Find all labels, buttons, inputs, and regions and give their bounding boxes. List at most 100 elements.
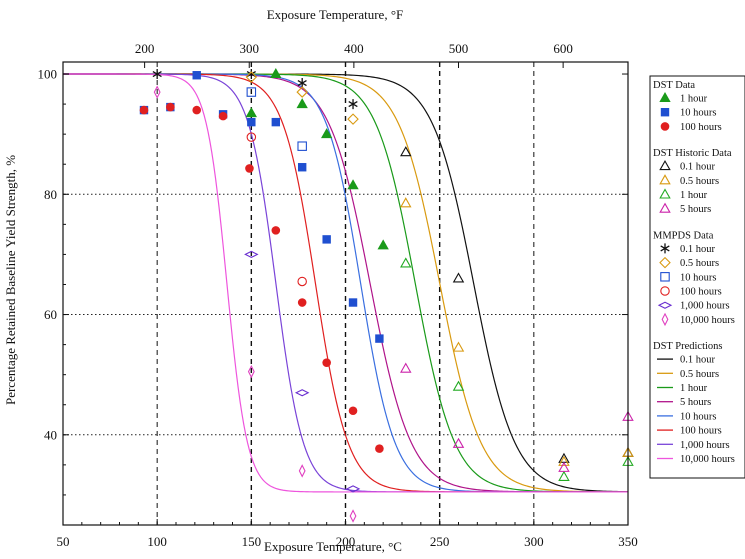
legend-label: 10,000 hours — [680, 315, 735, 326]
x-tick-label: 200 — [336, 534, 356, 549]
legend-label: 1 hour — [680, 94, 708, 105]
data-point — [558, 452, 570, 463]
x-tick-label: 350 — [618, 534, 638, 549]
data-point — [245, 71, 258, 83]
data-point — [296, 86, 308, 98]
legend-label: 100 hours — [680, 122, 722, 133]
legend-label: 10 hours — [680, 108, 716, 119]
x-tick-label: 150 — [242, 534, 262, 549]
data-point — [294, 389, 310, 397]
legend-marker — [659, 174, 671, 185]
legend-marker — [660, 108, 670, 117]
legend-label: 1 hour — [680, 190, 708, 201]
data-point — [452, 272, 465, 283]
x-tick-label: 300 — [524, 534, 544, 549]
legend-marker — [660, 122, 670, 131]
top-tick-label: 400 — [344, 41, 364, 56]
legend-label: 0.5 hours — [680, 369, 719, 380]
data-points — [139, 68, 634, 523]
legend-label: 1,000 hours — [680, 440, 730, 451]
data-point — [558, 470, 570, 481]
data-point — [348, 99, 358, 110]
legend-label: 0.1 hour — [680, 355, 716, 366]
data-point — [247, 117, 256, 127]
data-point — [297, 298, 307, 307]
data-point — [349, 509, 357, 523]
legend-label: 0.1 hour — [680, 244, 716, 255]
legend-box — [649, 75, 745, 479]
data-point — [297, 163, 307, 172]
legend-label: 0.5 hours — [680, 176, 719, 187]
data-point — [558, 455, 570, 466]
data-point — [347, 179, 359, 190]
top-tick-label: 200 — [135, 41, 155, 56]
legend-marker — [659, 202, 671, 213]
legend-label: 0.1 hour — [680, 162, 716, 173]
legend-label: 10 hours — [680, 272, 716, 283]
x-tick-label: 100 — [147, 534, 167, 549]
y-tick-label: 80 — [44, 187, 57, 202]
data-point — [452, 437, 465, 448]
top-tick-label: 600 — [553, 41, 573, 56]
data-point — [271, 226, 281, 235]
legend-label: 5 hours — [680, 204, 711, 215]
data-point — [296, 98, 308, 109]
data-point — [375, 444, 384, 453]
data-point — [377, 239, 389, 250]
legend-marker — [660, 243, 670, 254]
data-point — [139, 105, 149, 115]
data-point — [271, 117, 281, 127]
y-tick-label: 100 — [38, 67, 58, 82]
data-point — [192, 105, 202, 115]
data-point — [192, 71, 201, 80]
legend-marker — [659, 91, 671, 102]
y-tick-label: 40 — [44, 427, 57, 442]
data-point — [218, 111, 228, 121]
legend-group-title: DST Predictions — [653, 341, 723, 352]
top-tick-label: 300 — [239, 41, 259, 56]
legend-label: 0.5 hours — [680, 258, 719, 269]
grid-lines — [63, 62, 628, 525]
legend-marker — [661, 312, 669, 327]
legend-marker — [660, 272, 670, 282]
legend-label: 1 hour — [680, 383, 708, 394]
data-point — [558, 461, 570, 472]
data-point — [400, 257, 412, 268]
data-point — [400, 362, 412, 373]
data-point — [452, 380, 465, 391]
data-point — [153, 85, 161, 99]
data-point — [246, 87, 257, 97]
y-tick-label: 60 — [44, 307, 57, 322]
data-point — [152, 69, 162, 80]
data-point — [245, 164, 254, 173]
x-tick-label: 50 — [57, 534, 70, 549]
data-point — [348, 406, 358, 416]
y-axis-title: Percentage Retained Baseline Yield Stren… — [3, 155, 18, 405]
data-point — [244, 250, 259, 259]
legend-marker — [660, 286, 670, 296]
data-point — [246, 69, 256, 80]
legend-group-title: DST Data — [653, 80, 695, 91]
axis-ticks: 50 100 150 200 250 300 350 40 60 80 100 200 300 400 50… — [38, 41, 638, 549]
plot-frame — [62, 61, 629, 526]
data-point — [345, 485, 361, 493]
data-point — [247, 364, 255, 379]
legend-label: 1,000 hours — [680, 301, 730, 312]
data-point — [166, 102, 175, 112]
legend-label: 10 hours — [680, 411, 716, 422]
data-point — [297, 276, 307, 287]
x-tick-label: 250 — [430, 534, 450, 549]
legend-label: 100 hours — [680, 287, 722, 298]
data-point — [245, 107, 257, 118]
data-point — [322, 358, 331, 367]
legend: DST Data 1 hour 10 hours 100 hours DST Histo… — [649, 75, 745, 479]
data-point — [321, 128, 333, 139]
legend-marker — [659, 256, 671, 269]
legend-label: 10,000 hours — [680, 454, 735, 465]
data-point — [400, 197, 412, 208]
data-point — [347, 113, 359, 125]
data-point — [322, 235, 331, 244]
legend-group-title: MMPDS Data — [653, 230, 714, 241]
data-point — [298, 464, 306, 478]
